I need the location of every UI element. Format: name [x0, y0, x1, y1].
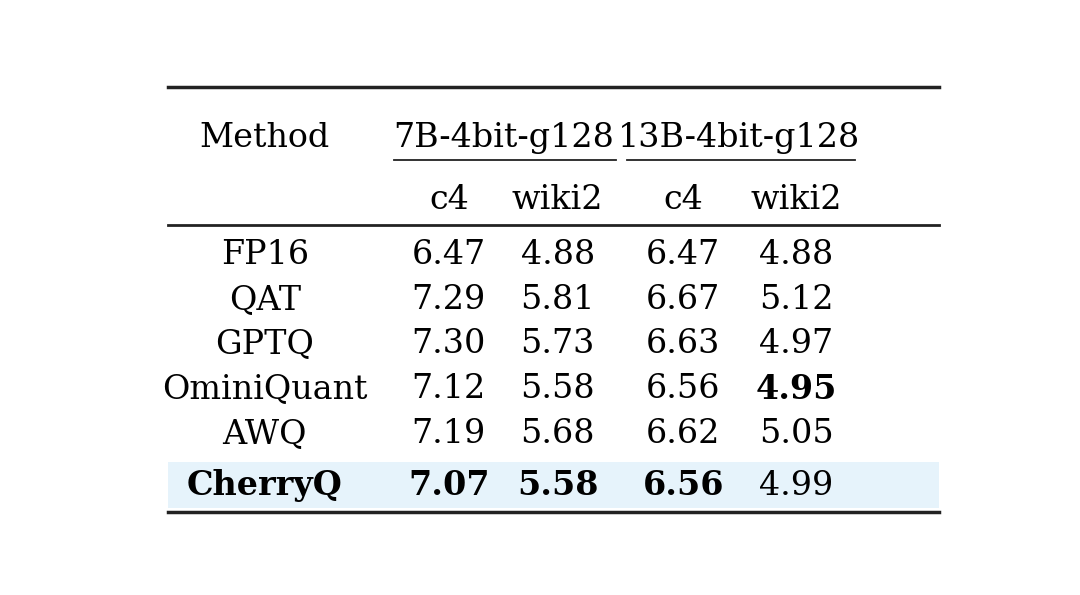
- Text: 5.05: 5.05: [759, 418, 834, 450]
- Text: FP16: FP16: [220, 239, 309, 271]
- Text: 6.56: 6.56: [643, 469, 724, 502]
- Text: 6.47: 6.47: [646, 239, 720, 271]
- Text: 7B-4bit-g128: 7B-4bit-g128: [393, 122, 613, 154]
- Text: 4.95: 4.95: [756, 373, 837, 406]
- Text: 5.81: 5.81: [521, 284, 595, 315]
- Text: 7.19: 7.19: [411, 418, 486, 450]
- Text: 6.67: 6.67: [646, 284, 720, 315]
- Text: 6.62: 6.62: [646, 418, 720, 450]
- Text: 4.99: 4.99: [759, 469, 834, 502]
- Text: 13B-4bit-g128: 13B-4bit-g128: [618, 122, 861, 154]
- Text: 7.29: 7.29: [411, 284, 486, 315]
- Text: c4: c4: [663, 184, 703, 215]
- Text: 4.97: 4.97: [759, 328, 834, 361]
- Text: 5.73: 5.73: [521, 328, 595, 361]
- Text: 5.12: 5.12: [759, 284, 834, 315]
- Text: OminiQuant: OminiQuant: [162, 373, 367, 405]
- Text: 4.88: 4.88: [521, 239, 595, 271]
- Text: wiki2: wiki2: [512, 184, 604, 215]
- Text: CherryQ: CherryQ: [187, 469, 342, 502]
- FancyBboxPatch shape: [168, 462, 939, 508]
- Text: GPTQ: GPTQ: [215, 328, 314, 361]
- Text: wiki2: wiki2: [751, 184, 842, 215]
- Text: 7.30: 7.30: [411, 328, 486, 361]
- Text: Method: Method: [200, 122, 329, 154]
- Text: AWQ: AWQ: [222, 418, 307, 450]
- Text: 4.88: 4.88: [759, 239, 834, 271]
- Text: 6.63: 6.63: [646, 328, 720, 361]
- Text: 7.12: 7.12: [411, 373, 486, 405]
- Text: QAT: QAT: [229, 284, 301, 315]
- Text: 7.07: 7.07: [408, 469, 489, 502]
- Text: 6.47: 6.47: [411, 239, 486, 271]
- Text: c4: c4: [429, 184, 469, 215]
- Text: 6.56: 6.56: [646, 373, 720, 405]
- Text: 5.58: 5.58: [517, 469, 598, 502]
- Text: 5.68: 5.68: [521, 418, 595, 450]
- Text: 5.58: 5.58: [521, 373, 595, 405]
